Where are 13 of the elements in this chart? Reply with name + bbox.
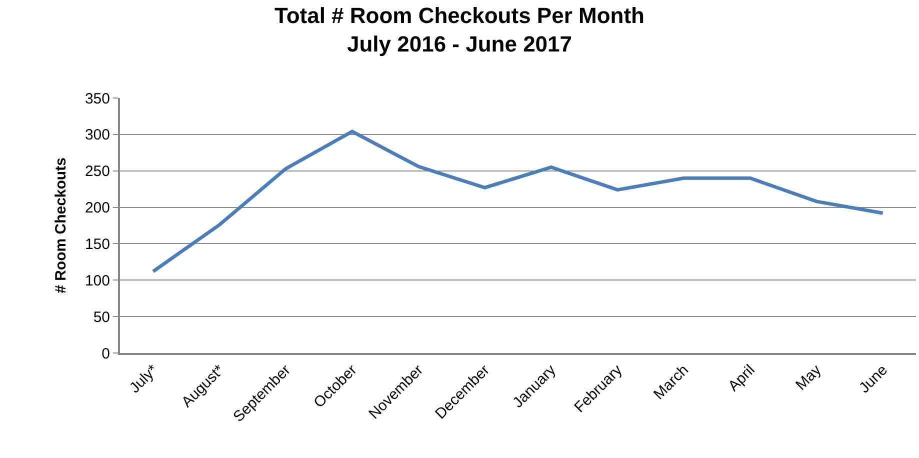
line-series xyxy=(151,130,885,274)
y-tick-label: 250 xyxy=(84,163,110,180)
x-tick-label: June xyxy=(856,362,891,397)
y-tick-label: 0 xyxy=(102,345,110,362)
y-axis-title: # Room Checkouts xyxy=(52,158,70,294)
y-tick-label: 350 xyxy=(84,90,110,108)
y-tick-label: 150 xyxy=(84,236,110,253)
y-tick-label: 200 xyxy=(84,200,110,217)
chart-title: Total # Room Checkouts Per Month July 2016 - June 2017 xyxy=(274,2,644,56)
y-tick-label: 100 xyxy=(84,272,110,290)
y-tick-label: 50 xyxy=(93,308,110,326)
y-tick-label: 300 xyxy=(84,126,110,144)
x-tick-label: May xyxy=(792,361,825,394)
